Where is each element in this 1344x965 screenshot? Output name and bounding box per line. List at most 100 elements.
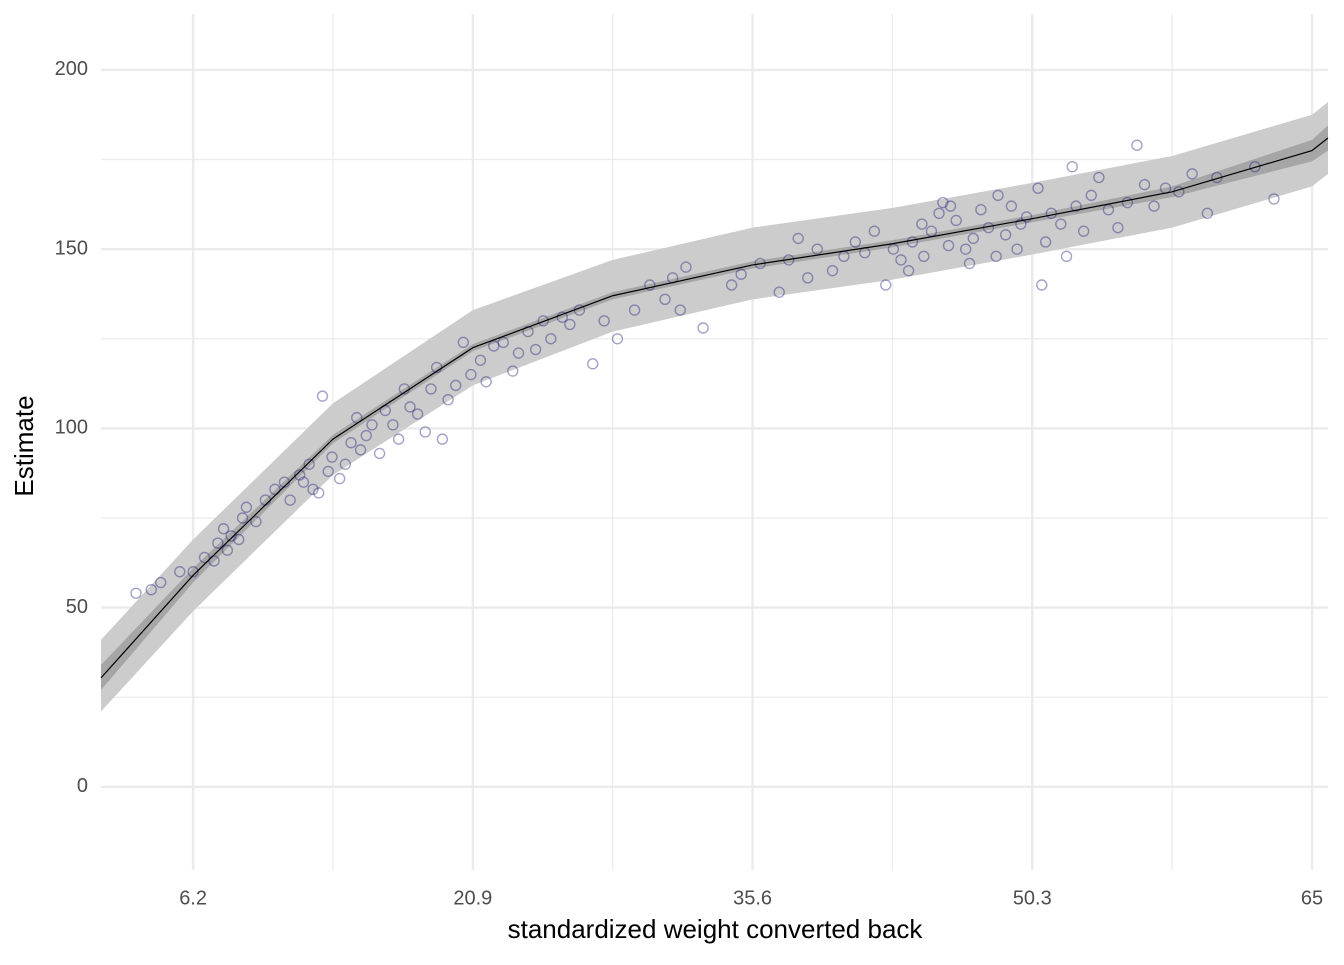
point xyxy=(659,293,671,306)
point xyxy=(1121,196,1134,209)
point xyxy=(697,322,709,334)
point xyxy=(1066,161,1078,173)
point xyxy=(351,411,363,424)
point xyxy=(959,243,972,255)
point xyxy=(537,315,549,327)
point xyxy=(307,483,319,496)
y-tick-label: 200 xyxy=(55,58,88,80)
point xyxy=(674,304,686,316)
point xyxy=(293,469,306,481)
point xyxy=(802,272,814,284)
point xyxy=(933,207,945,220)
point xyxy=(975,204,987,216)
point xyxy=(1085,189,1097,202)
point xyxy=(967,232,979,245)
point xyxy=(545,333,557,345)
point xyxy=(387,419,399,431)
point xyxy=(457,336,470,349)
point xyxy=(217,523,230,535)
point xyxy=(598,315,610,327)
point xyxy=(240,501,253,513)
point xyxy=(916,218,928,230)
point xyxy=(644,279,656,291)
point xyxy=(564,318,576,331)
point xyxy=(297,476,310,488)
bands xyxy=(101,102,1328,712)
point xyxy=(208,555,220,567)
point xyxy=(404,401,416,413)
point xyxy=(269,483,281,496)
y-tick-label: 100 xyxy=(55,417,88,439)
x-tick-label: 65 xyxy=(1301,887,1323,909)
point xyxy=(937,196,949,209)
interval-band xyxy=(101,102,1328,712)
point xyxy=(1077,225,1090,237)
x-tick-label: 50.3 xyxy=(1013,887,1052,909)
point xyxy=(906,236,919,248)
point xyxy=(880,279,892,291)
point xyxy=(198,551,211,564)
point xyxy=(587,358,599,370)
point xyxy=(680,261,692,273)
point xyxy=(1249,161,1261,173)
y-tick-label: 150 xyxy=(55,237,88,259)
point xyxy=(529,343,542,356)
point xyxy=(233,533,245,546)
point xyxy=(419,426,431,438)
point xyxy=(1268,193,1280,205)
point xyxy=(1148,200,1160,212)
point xyxy=(442,394,454,406)
point xyxy=(1112,221,1124,234)
point xyxy=(999,229,1012,241)
point xyxy=(826,264,839,277)
point xyxy=(322,465,334,478)
point xyxy=(345,437,357,449)
point xyxy=(1093,171,1105,184)
point xyxy=(497,336,509,349)
point xyxy=(963,257,976,270)
grid xyxy=(101,14,1328,870)
point xyxy=(1011,243,1023,255)
y-tick-label: 0 xyxy=(77,775,88,797)
point xyxy=(1138,178,1151,191)
point xyxy=(556,311,568,323)
point xyxy=(145,583,157,596)
point xyxy=(1060,250,1073,263)
point xyxy=(250,515,262,528)
point xyxy=(303,458,315,470)
point xyxy=(811,243,823,255)
point xyxy=(1201,207,1214,220)
point xyxy=(1036,279,1048,291)
x-tick-label: 20.9 xyxy=(453,887,492,909)
marks xyxy=(100,137,1329,679)
point xyxy=(1131,139,1143,151)
point xyxy=(450,379,462,392)
point xyxy=(507,365,519,377)
point xyxy=(868,225,881,237)
point xyxy=(918,250,930,263)
point xyxy=(1186,168,1198,180)
point xyxy=(773,286,785,298)
point xyxy=(611,333,624,345)
point xyxy=(902,264,915,277)
point xyxy=(1020,211,1033,223)
point xyxy=(354,444,367,456)
point xyxy=(284,494,296,506)
x-tick-label: 6.2 xyxy=(179,887,207,909)
point xyxy=(392,433,405,445)
point xyxy=(1070,200,1082,212)
point xyxy=(895,254,907,266)
fit-line xyxy=(100,137,1329,679)
point xyxy=(225,530,237,542)
point xyxy=(366,419,378,431)
point xyxy=(212,537,224,549)
point xyxy=(130,587,142,599)
point xyxy=(950,214,962,227)
point xyxy=(1005,200,1018,212)
point xyxy=(944,200,957,212)
point xyxy=(990,250,1002,263)
point xyxy=(436,433,449,445)
point xyxy=(221,544,234,556)
point xyxy=(628,304,641,316)
